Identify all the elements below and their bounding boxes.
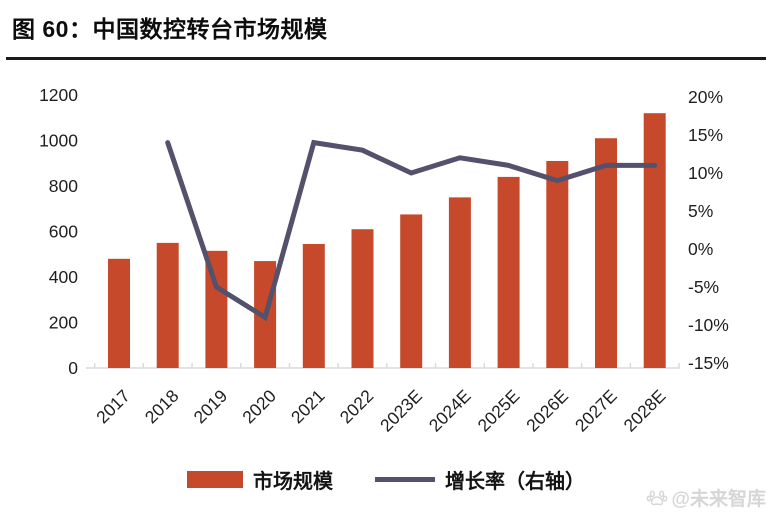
title-underline (6, 57, 766, 60)
svg-text:2018: 2018 (141, 386, 183, 428)
bar-2025E (497, 176, 520, 368)
bar-2027E (595, 138, 617, 368)
watermark: @未来智库 (646, 484, 766, 511)
right-axis-labels: 20% 15% 10% 5% 0% -5% -10% -15% (688, 87, 729, 373)
growth-rate-line (165, 139, 658, 322)
svg-text:800: 800 (49, 176, 78, 196)
svg-text:2027E: 2027E (571, 386, 621, 436)
legend-item-market-size: 市场规模 (187, 465, 333, 494)
paw-icon (647, 490, 668, 505)
bar-2024E (448, 197, 471, 368)
svg-text:2017: 2017 (92, 386, 134, 428)
bar-2019 (205, 250, 228, 368)
svg-text:2019: 2019 (190, 386, 232, 428)
svg-text:2021: 2021 (287, 386, 329, 428)
svg-text:15%: 15% (688, 125, 723, 145)
svg-text:1000: 1000 (39, 131, 78, 151)
line-series-swatch (375, 477, 435, 482)
bar-2021 (302, 244, 325, 368)
svg-text:-15%: -15% (688, 353, 729, 373)
svg-text:1200: 1200 (39, 85, 78, 105)
legend-label-market-size: 市场规模 (253, 471, 333, 493)
bar-2022 (351, 229, 374, 368)
x-axis (86, 363, 680, 369)
watermark-text: @未来智库 (671, 489, 766, 510)
svg-text:2022: 2022 (336, 386, 378, 428)
x-axis-labels: 2017 2018 2019 2020 2021 20222023E2024E2025E2… (92, 386, 669, 436)
svg-text:2025E: 2025E (474, 386, 524, 436)
svg-text:-5%: -5% (688, 277, 719, 297)
bar-2026E (546, 160, 569, 368)
bar-2018 (156, 242, 179, 368)
svg-text:0%: 0% (688, 239, 713, 259)
svg-text:2024E: 2024E (425, 386, 475, 436)
bar-2017 (108, 258, 130, 368)
bars-group (108, 113, 666, 368)
svg-text:2023E: 2023E (376, 386, 426, 436)
svg-text:600: 600 (49, 222, 78, 242)
svg-text:2026E: 2026E (522, 386, 572, 436)
bar-2023E (400, 214, 423, 368)
svg-text:0: 0 (68, 358, 78, 378)
legend-label-growth-rate: 增长率（右轴） (445, 471, 585, 493)
svg-text:10%: 10% (688, 163, 723, 183)
legend-item-growth-rate: 增长率（右轴） (375, 465, 585, 494)
chart-legend: 市场规模 增长率（右轴） (0, 465, 772, 494)
bar-series-swatch (187, 471, 243, 488)
svg-text:5%: 5% (688, 201, 713, 221)
bar-2028E (643, 113, 666, 368)
market-size-combo-chart: 0 200 400 600 800 1000 1200 20% 15% 10% 5% 0% -5% -10… (39, 85, 729, 436)
figure-title: 图 60：中国数控转台市场规模 (12, 16, 328, 42)
svg-text:20%: 20% (688, 87, 723, 107)
svg-text:2020: 2020 (238, 386, 280, 428)
left-axis-labels: 0 200 400 600 800 1000 1200 (39, 85, 78, 378)
svg-text:-10%: -10% (688, 315, 729, 335)
svg-text:400: 400 (49, 267, 78, 287)
svg-text:200: 200 (49, 313, 78, 333)
svg-text:2028E: 2028E (620, 386, 670, 436)
